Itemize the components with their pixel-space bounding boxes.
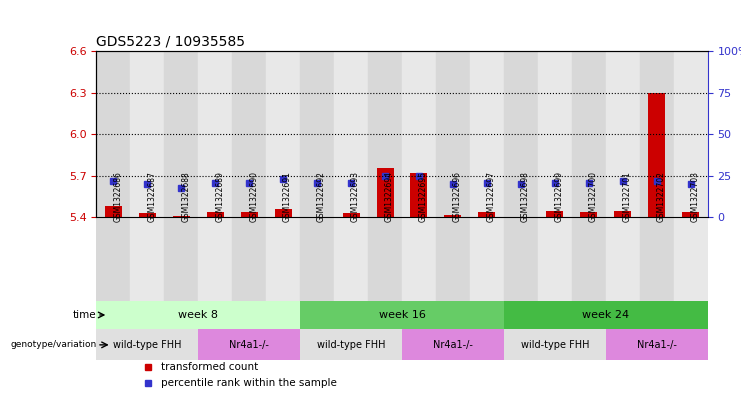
Bar xyxy=(402,217,436,301)
Bar xyxy=(368,51,402,217)
Bar xyxy=(139,213,156,217)
Text: GSM1322701: GSM1322701 xyxy=(622,171,632,222)
Text: genotype/variation: genotype/variation xyxy=(10,340,96,349)
Bar xyxy=(436,217,470,301)
Text: Nr4a1-/-: Nr4a1-/- xyxy=(229,340,269,350)
Bar xyxy=(275,209,292,217)
Text: GSM1322699: GSM1322699 xyxy=(555,171,564,222)
Bar xyxy=(173,216,190,217)
Text: percentile rank within the sample: percentile rank within the sample xyxy=(161,378,336,388)
Text: week 16: week 16 xyxy=(379,310,425,320)
Bar xyxy=(334,217,368,301)
Text: GSM1322688: GSM1322688 xyxy=(182,171,190,222)
Bar xyxy=(546,211,563,217)
Bar xyxy=(470,51,504,217)
Bar xyxy=(130,217,165,301)
Bar xyxy=(96,329,198,360)
Bar xyxy=(538,51,572,217)
Bar xyxy=(572,217,605,301)
Text: GSM1322695: GSM1322695 xyxy=(419,171,428,222)
Bar xyxy=(266,217,300,301)
Bar xyxy=(241,212,258,217)
Text: GSM1322691: GSM1322691 xyxy=(283,171,292,222)
Text: GSM1322703: GSM1322703 xyxy=(691,171,700,222)
Bar xyxy=(368,217,402,301)
Text: GSM1322693: GSM1322693 xyxy=(351,171,360,222)
Bar xyxy=(334,51,368,217)
Text: time: time xyxy=(73,310,96,320)
Text: GSM1322702: GSM1322702 xyxy=(657,171,665,222)
Bar xyxy=(674,217,708,301)
Bar xyxy=(445,215,462,217)
Bar xyxy=(96,301,300,329)
Text: Nr4a1-/-: Nr4a1-/- xyxy=(637,340,677,350)
Bar xyxy=(504,217,538,301)
Bar xyxy=(300,51,334,217)
Bar xyxy=(648,93,665,217)
Bar xyxy=(605,329,708,360)
Text: GSM1322687: GSM1322687 xyxy=(147,171,156,222)
Bar xyxy=(605,51,639,217)
Text: GSM1322698: GSM1322698 xyxy=(521,171,530,222)
Bar xyxy=(504,51,538,217)
Bar xyxy=(232,51,266,217)
Bar xyxy=(674,51,708,217)
Bar xyxy=(266,51,300,217)
Text: GSM1322690: GSM1322690 xyxy=(249,171,258,222)
Bar xyxy=(342,213,359,217)
Bar xyxy=(96,51,130,217)
Text: GSM1322697: GSM1322697 xyxy=(487,171,496,222)
Text: GSM1322700: GSM1322700 xyxy=(589,171,598,222)
Bar xyxy=(504,329,605,360)
Bar xyxy=(165,51,198,217)
Bar xyxy=(130,51,165,217)
Bar xyxy=(479,212,496,217)
Bar xyxy=(198,51,232,217)
Bar xyxy=(639,51,674,217)
Bar xyxy=(538,217,572,301)
Bar xyxy=(198,217,232,301)
Text: week 8: week 8 xyxy=(179,310,218,320)
Bar xyxy=(639,217,674,301)
Bar xyxy=(436,51,470,217)
Bar xyxy=(165,217,198,301)
Bar xyxy=(300,329,402,360)
Bar xyxy=(504,301,708,329)
Text: transformed count: transformed count xyxy=(161,362,258,372)
Bar xyxy=(198,329,300,360)
Bar xyxy=(682,212,700,217)
Text: GSM1322694: GSM1322694 xyxy=(385,171,394,222)
Text: wild-type FHH: wild-type FHH xyxy=(521,340,589,350)
Bar xyxy=(300,217,334,301)
Bar xyxy=(376,167,393,217)
Bar xyxy=(614,211,631,217)
Text: GSM1322696: GSM1322696 xyxy=(453,171,462,222)
Text: wild-type FHH: wild-type FHH xyxy=(113,340,182,350)
Text: GSM1322686: GSM1322686 xyxy=(113,171,122,222)
Bar xyxy=(300,301,504,329)
Text: GSM1322692: GSM1322692 xyxy=(317,171,326,222)
Bar xyxy=(605,217,639,301)
Bar xyxy=(470,217,504,301)
Bar xyxy=(411,173,428,217)
Bar xyxy=(572,51,605,217)
Bar xyxy=(232,217,266,301)
Bar xyxy=(104,206,122,217)
Bar xyxy=(402,51,436,217)
Text: GSM1322689: GSM1322689 xyxy=(215,171,225,222)
Bar xyxy=(207,212,224,217)
Bar xyxy=(580,212,597,217)
Bar xyxy=(96,217,130,301)
Text: week 24: week 24 xyxy=(582,310,629,320)
Text: Nr4a1-/-: Nr4a1-/- xyxy=(433,340,473,350)
Text: wild-type FHH: wild-type FHH xyxy=(317,340,385,350)
Bar xyxy=(402,329,504,360)
Text: GDS5223 / 10935585: GDS5223 / 10935585 xyxy=(96,35,245,48)
